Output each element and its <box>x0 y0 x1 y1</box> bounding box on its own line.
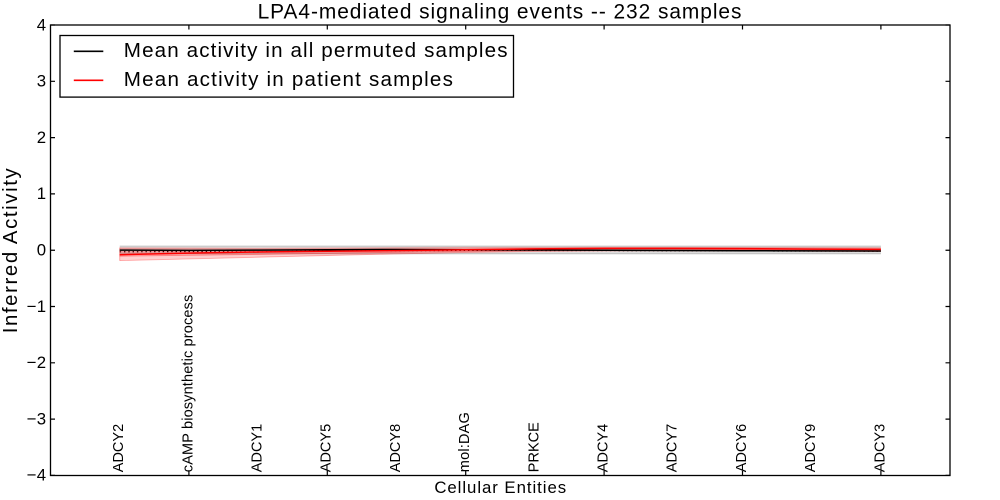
svg-text:ADCY5: ADCY5 <box>319 424 335 472</box>
svg-text:−4: −4 <box>27 466 47 485</box>
svg-text:−1: −1 <box>27 297 47 316</box>
svg-text:Mean activity in all permuted: Mean activity in all permuted samples <box>124 39 509 62</box>
svg-text:4: 4 <box>37 15 47 34</box>
svg-text:2: 2 <box>37 128 47 147</box>
svg-text:Mean activity in patient sampl: Mean activity in patient samples <box>124 68 454 91</box>
svg-text:ADCY6: ADCY6 <box>734 424 750 472</box>
svg-text:3: 3 <box>37 72 47 91</box>
svg-text:LPA4-mediated signaling events: LPA4-mediated signaling events -- 232 sa… <box>258 1 743 24</box>
svg-text:Cellular Entities: Cellular Entities <box>434 478 567 497</box>
svg-text:mol:DAG: mol:DAG <box>457 412 473 472</box>
svg-text:ADCY4: ADCY4 <box>596 424 612 472</box>
svg-text:−2: −2 <box>27 353 47 372</box>
svg-text:PRKCE: PRKCE <box>526 422 542 472</box>
svg-text:ADCY1: ADCY1 <box>250 424 266 472</box>
svg-text:ADCY2: ADCY2 <box>111 424 127 472</box>
svg-text:0: 0 <box>37 241 47 260</box>
svg-text:1: 1 <box>37 184 47 203</box>
svg-text:ADCY3: ADCY3 <box>872 424 888 472</box>
svg-text:Inferred Activity: Inferred Activity <box>0 167 22 334</box>
svg-text:ADCY7: ADCY7 <box>665 424 681 472</box>
svg-text:ADCY8: ADCY8 <box>388 424 404 472</box>
svg-text:−3: −3 <box>27 409 47 428</box>
svg-text:cAMP biosynthetic process: cAMP biosynthetic process <box>180 295 196 473</box>
svg-text:ADCY9: ADCY9 <box>803 424 819 472</box>
